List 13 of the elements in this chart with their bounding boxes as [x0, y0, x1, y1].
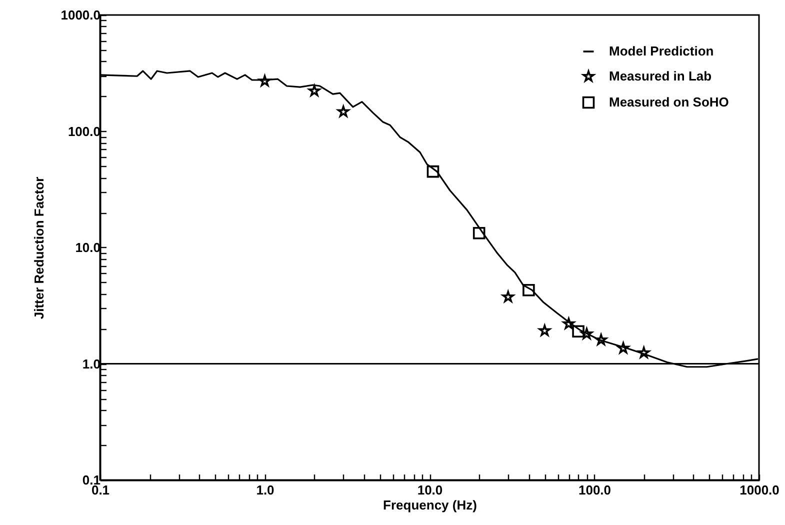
- x-tick-label: 100.0: [578, 482, 612, 498]
- legend-label: Measured in Lab: [609, 68, 712, 84]
- y-tick-label: 10.0: [75, 240, 100, 255]
- x-tick-label: 1000.0: [740, 482, 780, 498]
- y-axis-title: Jitter Reduction Factor: [32, 176, 47, 320]
- x-tick-label: 10.0: [417, 482, 443, 498]
- legend-label: Measured on SoHO: [609, 94, 729, 110]
- x-tick-label: 1.0: [256, 482, 274, 498]
- y-tick-label: 1.0: [82, 356, 100, 372]
- x-axis-title: Frequency (Hz): [383, 498, 477, 512]
- y-tick-label: 1000.0: [60, 8, 100, 22]
- y-tick-label: 100.0: [68, 124, 100, 139]
- legend-label: Model Prediction: [609, 44, 714, 58]
